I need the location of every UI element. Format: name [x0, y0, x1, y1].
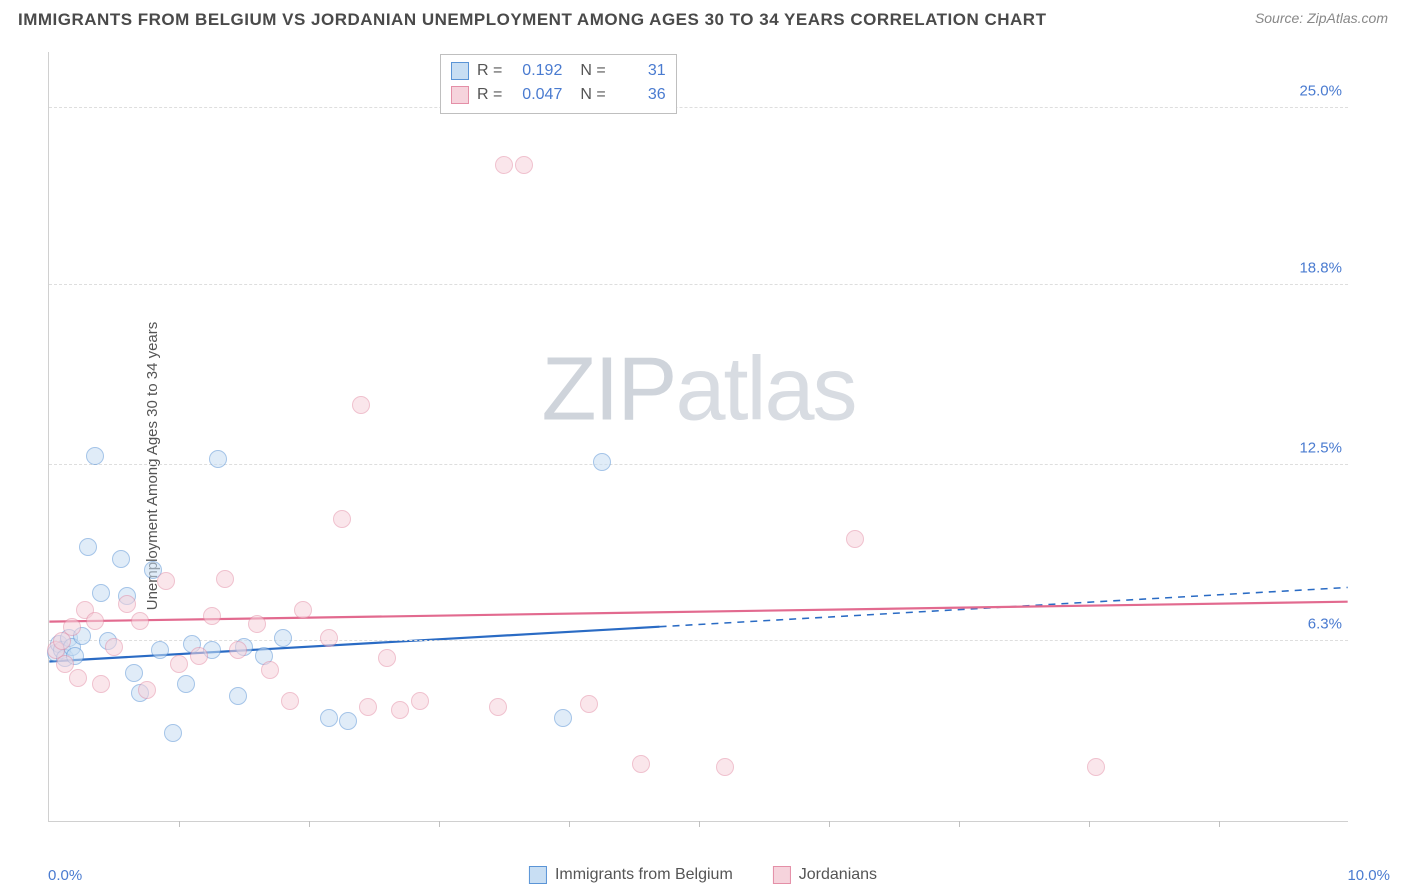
- data-point: [131, 612, 149, 630]
- data-point: [320, 709, 338, 727]
- data-point: [112, 550, 130, 568]
- data-point: [157, 572, 175, 590]
- stats-row: R = 0.192 N = 31: [451, 59, 666, 83]
- data-point: [105, 638, 123, 656]
- series-swatch: [773, 866, 791, 884]
- regression-line-extrapolated: [660, 587, 1348, 626]
- data-point: [79, 538, 97, 556]
- data-point: [63, 618, 81, 636]
- data-point: [170, 655, 188, 673]
- data-point: [716, 758, 734, 776]
- data-point: [209, 450, 227, 468]
- data-point: [69, 669, 87, 687]
- data-point: [274, 629, 292, 647]
- x-axis-tick-mark: [1219, 821, 1220, 827]
- data-point: [229, 641, 247, 659]
- stat-r-value: 0.047: [510, 83, 562, 107]
- x-axis-tick-mark: [959, 821, 960, 827]
- series-legend: Immigrants from Belgium Jordanians: [529, 866, 877, 884]
- scatter-plot: ZIPatlas 6.3% 12.5% 18.8% 25.0%: [48, 52, 1348, 822]
- data-point: [515, 156, 533, 174]
- series-swatch: [529, 866, 547, 884]
- data-point: [151, 641, 169, 659]
- source-attribution: Source: ZipAtlas.com: [1255, 10, 1388, 26]
- data-point: [177, 675, 195, 693]
- data-point: [281, 692, 299, 710]
- gridline: [49, 284, 1348, 285]
- data-point: [339, 712, 357, 730]
- data-point: [1087, 758, 1105, 776]
- data-point: [203, 607, 221, 625]
- data-point: [554, 709, 572, 727]
- stat-n-value: 31: [614, 59, 666, 83]
- data-point: [138, 681, 156, 699]
- legend-item: Jordanians: [773, 866, 877, 884]
- stat-r-label: R =: [477, 83, 502, 107]
- x-axis-tick-mark: [699, 821, 700, 827]
- chart-container: Unemployment Among Ages 30 to 34 years Z…: [0, 40, 1406, 892]
- watermark: ZIPatlas: [541, 339, 855, 442]
- legend-item: Immigrants from Belgium: [529, 866, 733, 884]
- legend-label: Jordanians: [799, 866, 877, 884]
- correlation-stats-box: R = 0.192 N = 31 R = 0.047 N = 36: [440, 54, 677, 114]
- data-point: [320, 629, 338, 647]
- x-axis-tick-mark: [309, 821, 310, 827]
- data-point: [125, 664, 143, 682]
- y-axis-tick-label: 18.8%: [1299, 259, 1342, 276]
- data-point: [391, 701, 409, 719]
- data-point: [593, 453, 611, 471]
- series-swatch: [451, 62, 469, 80]
- data-point: [56, 655, 74, 673]
- data-point: [333, 510, 351, 528]
- y-axis-tick-label: 25.0%: [1299, 83, 1342, 100]
- data-point: [92, 584, 110, 602]
- data-point: [92, 675, 110, 693]
- data-point: [118, 595, 136, 613]
- data-point: [294, 601, 312, 619]
- stat-n-label: N =: [580, 59, 605, 83]
- stat-r-value: 0.192: [510, 59, 562, 83]
- x-axis-tick-mark: [829, 821, 830, 827]
- data-point: [632, 755, 650, 773]
- gridline: [49, 464, 1348, 465]
- data-point: [190, 647, 208, 665]
- x-axis-tick-mark: [439, 821, 440, 827]
- series-swatch: [451, 86, 469, 104]
- regression-line: [49, 602, 1347, 622]
- y-axis-tick-label: 6.3%: [1308, 616, 1342, 633]
- gridline: [49, 107, 1348, 108]
- x-axis-tick-mark: [1089, 821, 1090, 827]
- data-point: [86, 612, 104, 630]
- data-point: [229, 687, 247, 705]
- data-point: [164, 724, 182, 742]
- y-axis-tick-label: 12.5%: [1299, 439, 1342, 456]
- data-point: [261, 661, 279, 679]
- x-axis-tick-mark: [569, 821, 570, 827]
- data-point: [359, 698, 377, 716]
- x-axis-tick-mark: [179, 821, 180, 827]
- data-point: [495, 156, 513, 174]
- data-point: [846, 530, 864, 548]
- stat-r-label: R =: [477, 59, 502, 83]
- data-point: [378, 649, 396, 667]
- data-point: [216, 570, 234, 588]
- stats-row: R = 0.047 N = 36: [451, 83, 666, 107]
- page-title: IMMIGRANTS FROM BELGIUM VS JORDANIAN UNE…: [18, 10, 1046, 30]
- data-point: [489, 698, 507, 716]
- legend-label: Immigrants from Belgium: [555, 866, 733, 884]
- regression-line: [49, 627, 659, 662]
- stat-n-label: N =: [580, 83, 605, 107]
- data-point: [580, 695, 598, 713]
- regression-lines-layer: [49, 52, 1348, 821]
- x-axis-tick-max: 10.0%: [1347, 867, 1390, 884]
- stat-n-value: 36: [614, 83, 666, 107]
- data-point: [411, 692, 429, 710]
- data-point: [352, 396, 370, 414]
- data-point: [248, 615, 266, 633]
- data-point: [86, 447, 104, 465]
- x-axis-tick-min: 0.0%: [48, 867, 82, 884]
